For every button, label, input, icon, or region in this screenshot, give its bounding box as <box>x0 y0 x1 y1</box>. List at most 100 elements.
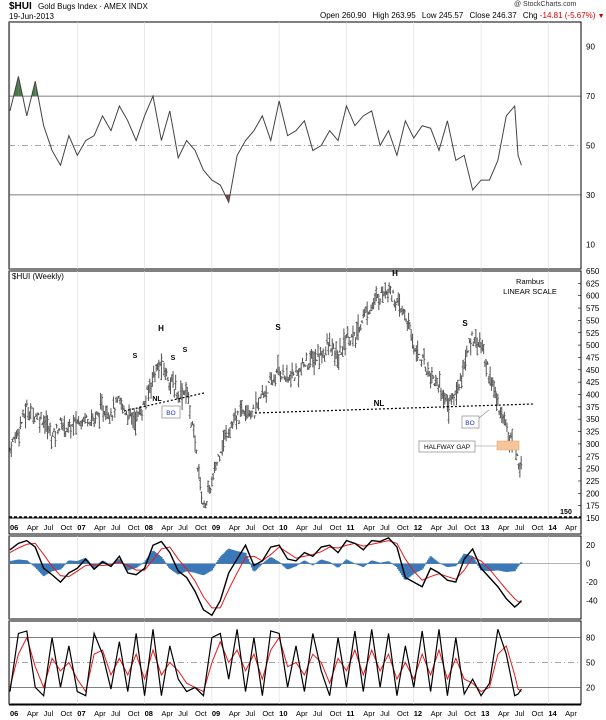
time-axis-label: 08 <box>145 523 153 532</box>
macd-histogram-bar <box>284 563 287 568</box>
macd-histogram-bar <box>491 563 494 571</box>
time-axis-label: 07 <box>77 523 85 532</box>
macd-histogram-bar <box>489 563 492 572</box>
time-axis-label-bottom: Apr <box>363 709 375 718</box>
macd-histogram-bar <box>456 563 459 564</box>
macd-histogram-bar <box>322 560 325 564</box>
macd-histogram-bar <box>340 563 343 565</box>
macd-histogram-bar <box>420 563 423 570</box>
chg-value: -14.81 (-5.67%) <box>539 11 596 20</box>
macd-histogram-bar <box>252 563 255 571</box>
macd-histogram-bar <box>275 560 278 564</box>
macd-histogram-bar <box>325 561 329 564</box>
macd-histogram-bar <box>310 563 313 565</box>
macd-histogram-bar <box>443 563 446 566</box>
time-axis-label-bottom: Oct <box>195 709 208 718</box>
macd-histogram-bar <box>377 562 380 564</box>
macd-histogram-bar <box>459 559 462 564</box>
open-value: 260.90 <box>341 11 367 20</box>
macd-histogram-bar <box>398 563 401 572</box>
macd-histogram-bar <box>401 563 404 576</box>
macd-histogram-bar <box>24 560 27 564</box>
macd-histogram-bar <box>63 563 66 566</box>
macd-histogram-bar <box>214 563 217 565</box>
time-axis-label: Apr <box>363 523 375 532</box>
macd-histogram-bar <box>368 561 371 564</box>
macd-signal-line <box>9 540 522 609</box>
macd-histogram-bar <box>58 563 61 570</box>
rsi-tick-label: 90 <box>586 43 595 52</box>
macd-histogram-bar <box>135 563 138 568</box>
macd-histogram-bar <box>34 563 37 568</box>
macd-histogram-bar <box>46 563 49 574</box>
time-axis-label: Oct <box>195 523 208 532</box>
time-axis-label-bottom: Oct <box>262 709 275 718</box>
macd-histogram-bar <box>428 558 431 564</box>
time-axis-label: Oct <box>128 523 141 532</box>
macd-histogram-bar <box>15 559 18 564</box>
macd-histogram-bar <box>186 563 189 572</box>
macd-histogram-bar <box>73 560 76 564</box>
time-axis-label: Apr <box>229 523 241 532</box>
macd-histogram-bar <box>64 563 67 565</box>
macd-histogram-bar <box>259 563 263 565</box>
macd-histogram-bar <box>181 563 184 573</box>
macd-histogram-bar <box>408 563 411 577</box>
macd-histogram-bar <box>441 563 444 565</box>
macd-histogram-bar <box>152 550 155 564</box>
macd-histogram-bar <box>323 560 326 564</box>
annotation-bo-2008: BO <box>166 410 175 417</box>
open-label: Open <box>320 11 340 20</box>
macd-histogram-bar <box>333 563 336 566</box>
macd-histogram-bar <box>490 563 493 571</box>
macd-histogram-bar <box>280 563 283 565</box>
macd-histogram-bar <box>470 556 474 564</box>
macd-histogram-bar <box>413 563 417 573</box>
macd-histogram-bar <box>375 561 378 564</box>
low-label: Low <box>421 11 437 20</box>
macd-histogram-bar <box>218 558 221 564</box>
macd-histogram-bar <box>457 561 461 564</box>
macd-histogram-bar <box>49 563 52 573</box>
macd-histogram-bar <box>292 563 295 568</box>
price-tick-label: 525 <box>586 329 600 338</box>
macd-histogram-bar <box>184 563 188 572</box>
macd-histogram-bar <box>179 563 182 574</box>
halfway-gap-zone <box>496 440 520 451</box>
time-axis-label: Jul <box>447 523 457 532</box>
macd-histogram-bar <box>138 563 141 566</box>
macd-histogram-bar <box>318 560 321 564</box>
time-axis-label-bottom: Apr <box>27 709 39 718</box>
macd-histogram-bar <box>461 555 465 564</box>
macd-histogram-bar <box>407 563 410 578</box>
macd-histogram-bar <box>388 561 391 564</box>
time-axis-label: 10 <box>279 523 287 532</box>
time-axis-label: 12 <box>414 523 422 532</box>
macd-histogram-bar <box>473 559 476 564</box>
macd-histogram-bar <box>131 563 135 569</box>
macd-histogram-bar <box>140 563 144 565</box>
macd-histogram-bar <box>250 563 254 568</box>
macd-histogram-bar <box>30 563 34 565</box>
macd-histogram-bar <box>117 559 120 564</box>
macd-histogram-bar <box>507 563 510 572</box>
price-tick-label: 250 <box>586 465 600 474</box>
time-axis-label: Oct <box>60 523 73 532</box>
macd-histogram-bar <box>496 563 499 571</box>
macd-histogram-bar <box>213 563 216 567</box>
macd-histogram-bar <box>178 563 181 574</box>
time-axis-label: Jul <box>515 523 525 532</box>
time-axis-label-bottom: 08 <box>145 709 153 718</box>
macd-histogram-bar <box>509 563 512 572</box>
subtitle-line-2: LINEAR SCALE <box>503 287 557 296</box>
price-title: $HUI (Weekly) <box>12 272 64 281</box>
high-value: 263.95 <box>391 11 416 20</box>
time-axis-label-bottom: Oct <box>464 709 477 718</box>
price-tick-label: 175 <box>586 502 600 511</box>
macd-histogram-bar <box>335 563 338 567</box>
time-axis-label-bottom: Jul <box>447 709 457 718</box>
macd-histogram-bar <box>20 559 23 564</box>
macd-tick-label: 0 <box>586 560 591 569</box>
time-axis-label: Apr <box>565 523 577 532</box>
price-tick-label: 150 <box>586 514 600 523</box>
